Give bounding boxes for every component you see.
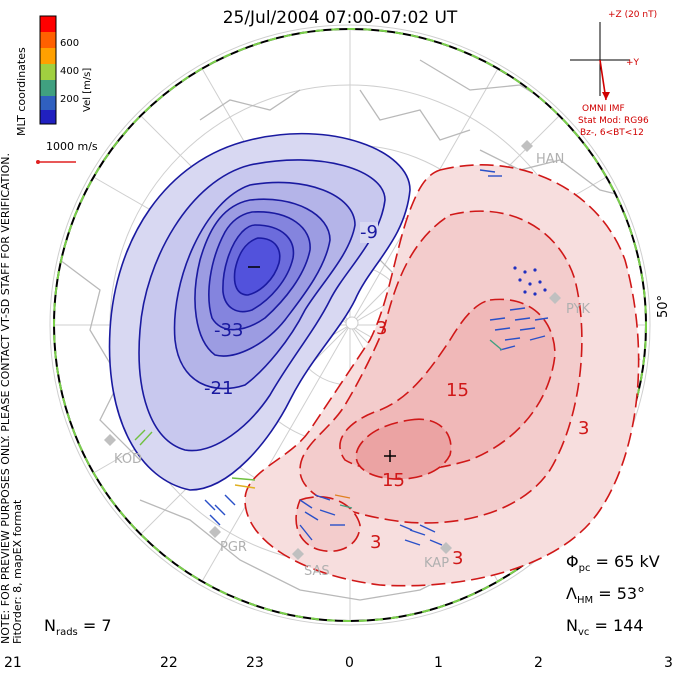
- station-label-kod: KOD: [114, 452, 143, 467]
- station-label-sas: SAS: [304, 564, 330, 579]
- reference-vector: [36, 160, 76, 164]
- coordinate-system-label: MLT coordinates: [15, 47, 28, 136]
- vectors-pgr: [204, 494, 236, 526]
- hm-boundary-latitude: ΛHM = 53°: [566, 584, 646, 607]
- vectors-sas: [299, 494, 353, 541]
- vectors-kod: [134, 429, 256, 489]
- mlt-tick-22: 22: [160, 655, 178, 671]
- station-label-han: HAN: [536, 152, 565, 167]
- mlt-tick-1: 1: [434, 655, 443, 671]
- station-label-pgr: PGR: [220, 540, 247, 555]
- station-markers: [104, 140, 561, 560]
- cross-polar-cap-potential: Φpc = 65 kV: [566, 552, 660, 575]
- contour-label-pos-3b: 3: [578, 418, 590, 439]
- vectors-pyk-dots: [513, 266, 547, 296]
- station-label-kap: KAP: [424, 556, 450, 571]
- colorbar-tick-600: 600: [60, 38, 80, 49]
- map-title: 25/Jul/2004 07:00-07:02 UT: [222, 8, 458, 28]
- mlt-tick-0: 0: [345, 655, 354, 671]
- vectors-pyk: [489, 307, 549, 351]
- latitude-label: 50°: [656, 294, 671, 318]
- positive-potential-cell: [244, 164, 640, 587]
- mlt-tick-21: 21: [4, 655, 22, 671]
- imf-model-label: Stat Mod: RG96: [578, 116, 649, 126]
- contour-label-neg-9: -9: [360, 222, 378, 243]
- colorbar-tick-400: 400: [60, 66, 80, 77]
- colorbar-tick-200: 200: [60, 94, 80, 105]
- potential-max-marker: [384, 450, 396, 462]
- colorbar-unit-label: Vel [m/s]: [82, 67, 93, 112]
- imf-source-label: OMNI IMF: [582, 104, 625, 114]
- mlt-tick-2: 2: [534, 655, 543, 671]
- vector-count: Nvc = 144: [566, 616, 644, 639]
- contour-label-pos-3a: 3: [376, 318, 388, 339]
- contour-label-pos-15a: 15: [446, 380, 469, 401]
- imf-clock-dial: [570, 22, 630, 101]
- contour-label-pos-15b: 15: [382, 470, 405, 491]
- contour-label-neg-21: -21: [204, 378, 234, 399]
- imf-condition-label: Bz-, 6<BT<12: [580, 128, 644, 138]
- imf-y-label: +Y: [626, 58, 640, 68]
- mlt-tick-3: 3: [664, 655, 673, 671]
- vectors-kap: [399, 524, 443, 546]
- contour-label-pos-3c: 3: [370, 532, 382, 553]
- imf-z-label: +Z (20 nT): [608, 10, 658, 20]
- vectors-han: [479, 169, 502, 177]
- negative-potential-cell: [108, 132, 411, 491]
- radar-count: Nrads = 7: [44, 616, 112, 639]
- velocity-vectors: [134, 169, 549, 546]
- station-label-pyk: PYK: [566, 302, 591, 317]
- contour-label-neg-33: -33: [214, 320, 244, 341]
- reference-vector-label: 1000 m/s: [46, 140, 98, 153]
- velocity-colorbar: [39, 15, 57, 125]
- fit-order-note: FitOrder: 8, mapEX format: [11, 499, 24, 644]
- mlt-tick-23: 23: [246, 655, 264, 671]
- contour-label-pos-3d: 3: [452, 548, 464, 569]
